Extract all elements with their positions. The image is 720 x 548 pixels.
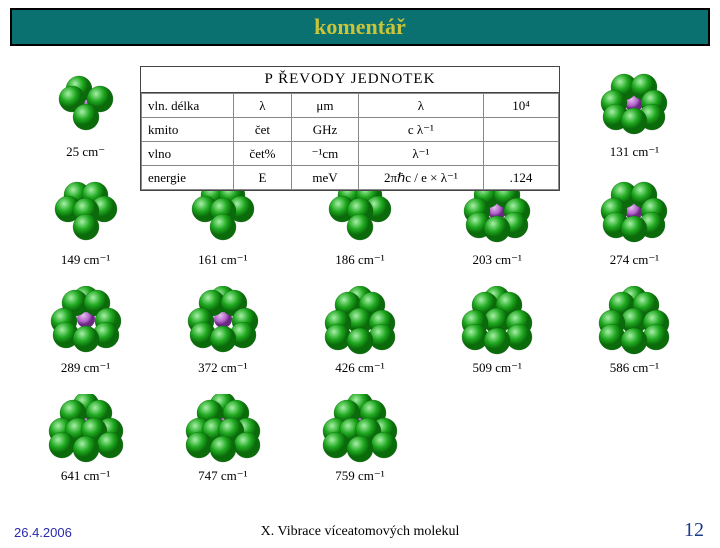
molecule-label: 203 cm⁻¹ — [472, 252, 521, 268]
table-cell — [483, 118, 558, 142]
molecule-cell: 747 cm⁻¹ — [163, 384, 282, 484]
molecule-cell: 149 cm⁻¹ — [26, 168, 145, 268]
molecule-cell: 586 cm⁻¹ — [575, 276, 694, 376]
molecule-cell: 372 cm⁻¹ — [163, 276, 282, 376]
molecule-label: 186 cm⁻¹ — [335, 252, 384, 268]
page-number: 12 — [684, 519, 704, 542]
table-cell: vlno — [142, 142, 234, 166]
molecule-label: 509 cm⁻¹ — [472, 360, 521, 376]
footer-caption: X. Vibrace víceatomových molekul — [0, 524, 720, 540]
table-cell: λ — [233, 94, 291, 118]
molecule-cell: 641 cm⁻¹ — [26, 384, 145, 484]
table-cell: energie — [142, 166, 234, 190]
molecule-cell: 274 cm⁻¹ — [575, 168, 694, 268]
table-cell: μm — [292, 94, 359, 118]
table-row: energieEmeV2πℏc / e × λ⁻¹.124 — [142, 166, 559, 190]
table-cell: kmito — [142, 118, 234, 142]
molecule-label: 25 cm⁻ — [66, 144, 105, 160]
molecule-label: 149 cm⁻¹ — [61, 252, 110, 268]
table-row: vln. délkaλμmλ10⁴ — [142, 94, 559, 118]
table-cell: čet% — [233, 142, 291, 166]
molecule-label: 274 cm⁻¹ — [610, 252, 659, 268]
footer: 26.4.2006 X. Vibrace víceatomových molek… — [0, 524, 720, 540]
table-cell: λ — [358, 94, 483, 118]
molecule-cell: 25 cm⁻ — [26, 60, 145, 160]
molecule-cell: 426 cm⁻¹ — [300, 276, 419, 376]
table-cell: GHz — [292, 118, 359, 142]
molecule-label: 586 cm⁻¹ — [610, 360, 659, 376]
molecule-label: 372 cm⁻¹ — [198, 360, 247, 376]
content-area: 25 cm⁻ 131 cm⁻¹ 149 cm⁻¹ 161 cm⁻¹ 186 cm… — [10, 50, 710, 490]
footer-date: 26.4.2006 — [14, 525, 72, 540]
table-cell: .124 — [483, 166, 558, 190]
title-bar: komentář — [10, 8, 710, 46]
table-cell: meV — [292, 166, 359, 190]
conversion-table: P ŘEVODY JEDNOTEK vln. délkaλμmλ10⁴kmito… — [140, 66, 560, 191]
table-cell: 10⁴ — [483, 94, 558, 118]
molecule-label: 161 cm⁻¹ — [198, 252, 247, 268]
molecule-label: 426 cm⁻¹ — [335, 360, 384, 376]
molecule-cell: 289 cm⁻¹ — [26, 276, 145, 376]
table-row: kmitočetGHzc λ⁻¹ — [142, 118, 559, 142]
table-cell: čet — [233, 118, 291, 142]
table-row: vlnočet%⁻¹cmλ⁻¹ — [142, 142, 559, 166]
table-body: vln. délkaλμmλ10⁴kmitočetGHzc λ⁻¹vlnočet… — [141, 93, 559, 190]
title-text: komentář — [314, 14, 406, 39]
molecule-label: 747 cm⁻¹ — [198, 468, 247, 484]
table-cell: c λ⁻¹ — [358, 118, 483, 142]
table-cell: ⁻¹cm — [292, 142, 359, 166]
table-cell: 2πℏc / e × λ⁻¹ — [358, 166, 483, 190]
table-cell: λ⁻¹ — [358, 142, 483, 166]
molecule-label: 759 cm⁻¹ — [335, 468, 384, 484]
molecule-cell: 509 cm⁻¹ — [438, 276, 557, 376]
molecule-label: 289 cm⁻¹ — [61, 360, 110, 376]
table-cell: vln. délka — [142, 94, 234, 118]
table-cell — [483, 142, 558, 166]
molecule-label: 131 cm⁻¹ — [610, 144, 659, 160]
molecule-cell: 759 cm⁻¹ — [300, 384, 419, 484]
molecule-label: 641 cm⁻¹ — [61, 468, 110, 484]
table-header: P ŘEVODY JEDNOTEK — [141, 67, 559, 93]
molecule-cell: 131 cm⁻¹ — [575, 60, 694, 160]
table-cell: E — [233, 166, 291, 190]
